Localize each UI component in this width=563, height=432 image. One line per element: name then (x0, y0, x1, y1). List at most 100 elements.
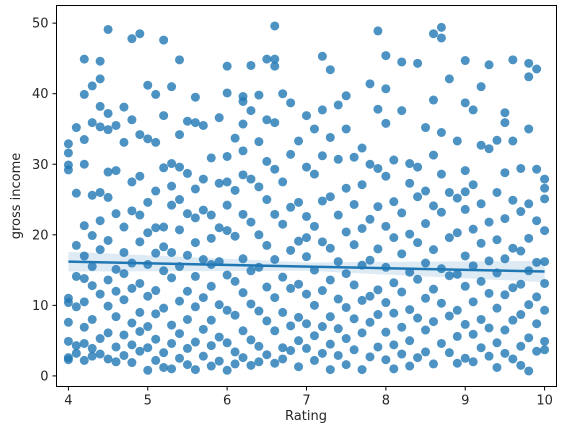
data-point (381, 327, 391, 337)
data-point (175, 296, 185, 306)
data-point (111, 209, 121, 219)
data-point (524, 233, 534, 243)
data-point (349, 314, 359, 324)
data-point (182, 209, 192, 219)
data-point (524, 72, 534, 82)
data-point (286, 149, 296, 159)
data-point (222, 270, 232, 280)
data-point (230, 276, 240, 286)
data-point (270, 118, 280, 128)
data-point (516, 279, 526, 289)
data-point (325, 132, 335, 142)
data-point (175, 130, 185, 140)
data-point (325, 243, 335, 253)
data-point (190, 238, 200, 248)
data-point (365, 352, 375, 362)
data-point (127, 206, 137, 216)
data-point (135, 237, 145, 247)
data-point (254, 137, 264, 147)
data-point (389, 364, 399, 374)
data-point (302, 343, 311, 353)
data-point (365, 214, 375, 224)
data-point (127, 358, 137, 368)
data-point (373, 310, 383, 320)
data-point (159, 111, 169, 121)
data-point (341, 227, 351, 237)
x-tick-label: 5 (144, 394, 152, 409)
data-point (436, 169, 446, 179)
data-point (214, 178, 224, 188)
data-point (516, 163, 526, 173)
data-point (143, 228, 153, 238)
data-point (317, 348, 327, 358)
y-tick-label: 40 (32, 87, 49, 102)
data-point (79, 159, 89, 169)
data-point (302, 252, 311, 262)
data-point (484, 60, 494, 70)
data-point (508, 136, 518, 146)
data-point (436, 22, 446, 32)
data-point (381, 221, 391, 231)
data-point (397, 57, 407, 67)
data-point (294, 312, 304, 322)
data-point (63, 317, 73, 327)
data-point (127, 177, 137, 187)
data-point (405, 336, 415, 346)
data-point (381, 171, 391, 181)
data-point (214, 223, 224, 233)
data-point (349, 152, 359, 162)
data-point (540, 174, 550, 184)
data-point (135, 210, 145, 220)
data-point (167, 320, 177, 330)
data-point (508, 195, 518, 205)
data-point (95, 334, 105, 344)
data-point (484, 288, 494, 298)
data-point (357, 180, 367, 190)
data-point (119, 137, 129, 147)
data-point (500, 254, 510, 264)
data-point (167, 159, 177, 169)
data-point (254, 90, 264, 100)
data-point (175, 55, 185, 65)
data-point (381, 355, 391, 365)
data-point (71, 302, 81, 312)
data-point (87, 281, 97, 291)
data-point (381, 51, 391, 61)
data-point (333, 294, 343, 304)
data-point (175, 353, 185, 363)
data-point (516, 360, 526, 370)
data-point (500, 290, 510, 300)
data-point (397, 322, 407, 332)
data-point (206, 153, 216, 163)
data-point (79, 322, 89, 332)
data-point (182, 314, 192, 324)
x-tick-label: 8 (382, 394, 390, 409)
data-point (270, 326, 280, 336)
data-point (436, 128, 446, 137)
data-point (413, 162, 423, 172)
data-point (159, 266, 169, 276)
data-point (151, 186, 161, 196)
y-tick-label: 30 (32, 158, 49, 173)
data-point (357, 223, 367, 233)
data-point (151, 309, 161, 319)
data-point (389, 308, 399, 318)
data-point (413, 238, 423, 248)
data-point (95, 101, 105, 111)
data-point (421, 123, 431, 133)
data-point (397, 287, 407, 297)
data-point (492, 303, 502, 313)
data-point (492, 338, 502, 348)
data-point (460, 251, 470, 261)
data-point (405, 178, 415, 188)
data-point (405, 305, 415, 315)
data-point (444, 311, 454, 321)
data-point (436, 338, 446, 348)
data-point (278, 354, 288, 364)
data-point (500, 214, 510, 224)
data-point (159, 163, 169, 173)
data-point (87, 343, 97, 353)
data-point (143, 365, 153, 375)
data-point (302, 289, 311, 299)
data-point (190, 213, 200, 223)
